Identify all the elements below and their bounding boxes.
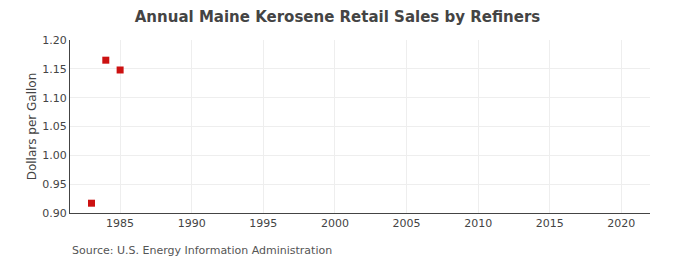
- svg-text:Dollars per Gallon: Dollars per Gallon: [25, 73, 39, 181]
- svg-text:1985: 1985: [106, 217, 134, 230]
- svg-text:2015: 2015: [536, 217, 564, 230]
- svg-text:Source: U.S. Energy Informatio: Source: U.S. Energy Information Administ…: [72, 244, 332, 257]
- svg-text:1995: 1995: [249, 217, 277, 230]
- svg-text:2005: 2005: [393, 217, 421, 230]
- svg-text:1.00: 1.00: [42, 149, 67, 162]
- svg-text:1.10: 1.10: [42, 92, 67, 105]
- svg-text:2010: 2010: [464, 217, 492, 230]
- svg-text:Annual Maine Kerosene Retail S: Annual Maine Kerosene Retail Sales by Re…: [135, 8, 541, 26]
- svg-text:1.05: 1.05: [42, 120, 67, 133]
- svg-text:1990: 1990: [178, 217, 206, 230]
- svg-text:2020: 2020: [607, 217, 635, 230]
- svg-text:1.15: 1.15: [42, 63, 67, 76]
- svg-text:0.95: 0.95: [42, 178, 67, 191]
- svg-text:0.90: 0.90: [42, 207, 67, 220]
- svg-text:1.20: 1.20: [42, 34, 67, 47]
- svg-text:2000: 2000: [321, 217, 349, 230]
